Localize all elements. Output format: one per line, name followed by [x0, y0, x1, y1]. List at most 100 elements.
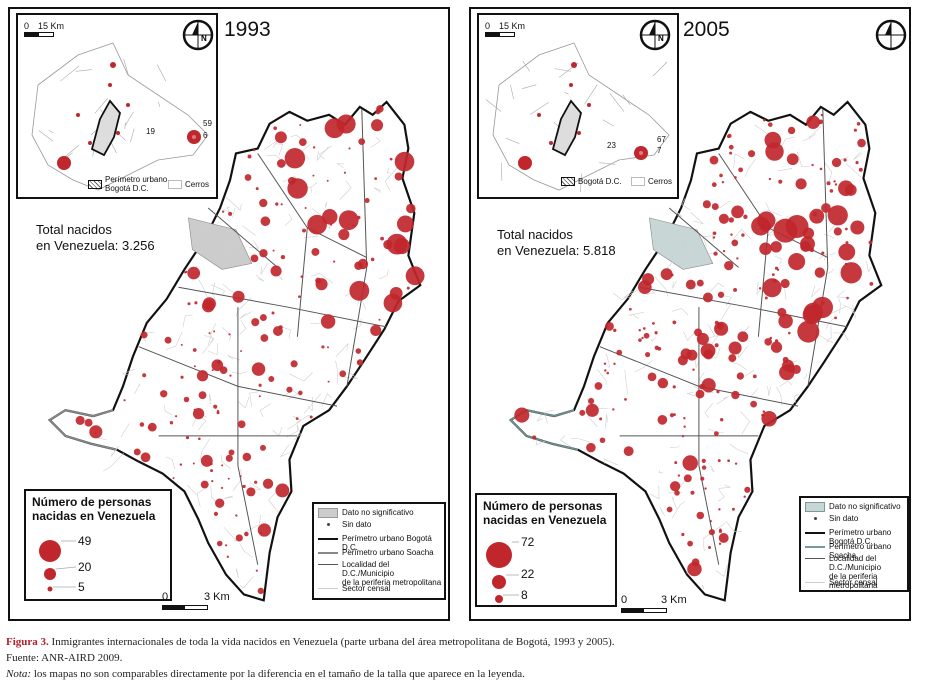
key-soacha-perimeter: Perímetro urbano Soacha	[318, 548, 442, 558]
note-text: los mapas no son comparables directament…	[31, 668, 525, 680]
legend-circle-large	[486, 542, 512, 568]
north-letter: N	[201, 34, 207, 43]
bogota-outline	[47, 100, 422, 602]
size-legend-circles	[486, 541, 519, 603]
legend-value-small: 5	[78, 580, 85, 594]
census-sector-grid	[92, 134, 399, 589]
choropleth-map-2005	[508, 100, 883, 602]
legend-circle-large	[39, 540, 61, 562]
key-locality-label-1: Localidad del D.C./Municipio	[829, 554, 882, 572]
legend-value-medium: 22	[521, 567, 535, 581]
inset-hills-swatch	[168, 180, 182, 189]
bogota-perimeter-line	[805, 528, 825, 538]
figure-number: Figura 3.	[6, 636, 49, 648]
north-arrow-icon-main	[875, 19, 907, 51]
inset-perimeter-swatch	[88, 179, 102, 189]
size-legend-circles	[39, 540, 77, 592]
locality-line	[318, 560, 338, 570]
census-sector-line	[805, 578, 825, 588]
scale-bar: 0 3 Km	[621, 594, 701, 616]
key-not-significant: Dato no significativo	[805, 502, 905, 512]
not-significant-area	[649, 217, 714, 270]
key-no-data: Sin dato	[318, 520, 442, 530]
north-arrow-icon: N	[182, 19, 214, 51]
soacha-perimeter	[48, 409, 118, 451]
legend-value-small: 8	[521, 588, 528, 602]
map-year: 2005	[683, 18, 730, 41]
key-no-data-label: Sin dato	[342, 520, 372, 529]
key-locality-label-2: de la periferia metropolitana	[829, 572, 878, 590]
not-significant-swatch	[805, 502, 825, 512]
inset-value-top: 67	[657, 135, 666, 144]
map-key-legend: Dato no significativo Sin dato Perímetro…	[799, 496, 909, 592]
inset-value-top: 59	[203, 119, 212, 128]
scale-label: 3 Km	[661, 594, 687, 606]
inset-hills-swatch	[631, 177, 645, 186]
inset-legend-hills: Cerros	[168, 180, 209, 189]
legend-circle-small	[47, 586, 53, 592]
inset-perimeter-swatch	[561, 177, 575, 186]
inset-scale-zero: 0	[24, 21, 30, 31]
scale-zero: 0	[621, 594, 628, 606]
legend-value-medium: 20	[78, 560, 92, 574]
not-significant-swatch	[318, 508, 338, 518]
key-soacha-perimeter: Perímetro urbano Soacha	[805, 542, 905, 560]
key-no-data-label: Sin dato	[829, 514, 859, 523]
census-sector-line	[318, 584, 338, 594]
total-value: en Venezuela: 3.256	[36, 238, 155, 253]
proportional-circles	[514, 113, 874, 577]
inset-perimeter-label-1: Perímetro urbano	[105, 175, 168, 184]
key-locality-label-1: Localidad del D.C./Municipio	[342, 560, 395, 578]
inset-hills-label: Cerros	[185, 180, 210, 189]
key-bogota-perimeter: Perímetro urbano Bogotá D.C.	[318, 534, 442, 552]
choropleth-map-1993	[47, 100, 425, 602]
total-born-venezuela: Total nacidos en Venezuela: 3.256	[36, 222, 155, 254]
key-census-sector: Sector censal	[318, 584, 442, 594]
soacha-perimeter-line	[805, 542, 825, 552]
map-key-legend: Dato no significativo Sin dato Perímetro…	[312, 502, 446, 600]
size-legend-title-2: nacidas en Venezuela	[32, 509, 156, 523]
inset-scale-bar	[485, 32, 515, 37]
inset-legend-hills: Cerros	[631, 177, 672, 186]
circle-size-legend: Número de personas nacidas en Venezuela 4…	[24, 489, 172, 601]
key-locality: Localidad del D.C./Municipio de la perife…	[805, 554, 905, 590]
inset-value-bottom: 7	[657, 146, 662, 155]
total-label: Total nacidos	[497, 227, 573, 242]
bogota-perimeter	[47, 100, 422, 602]
north-letter: N	[658, 34, 664, 43]
inset-map-graphic	[485, 42, 670, 193]
key-soacha-perimeter-label: Perímetro urbano Soacha	[342, 548, 434, 557]
inset-scale-label: 15 Km	[499, 21, 526, 31]
scale-zero: 0	[162, 591, 169, 603]
inset-perimeter-label-1: Bogotá D.C.	[578, 177, 622, 186]
legend-circle-medium	[44, 568, 56, 580]
legend-circle-small	[495, 595, 503, 603]
note-label: Nota:	[6, 668, 32, 680]
size-legend-title: Número de personas nacidas en Venezuela	[483, 499, 653, 527]
figure-source: Fuente: ANR-AIRD 2009.	[6, 652, 123, 664]
regional-inset-map: 0 15 Km 19 59 6 Perímetro urbano Bogotá D…	[16, 13, 218, 199]
circle-size-legend: Número de personas nacidas en Venezuela 7…	[475, 493, 617, 607]
key-bogota-perimeter-label: Perímetro urbano Bogotá D.C.	[342, 534, 432, 552]
total-value: en Venezuela: 5.818	[497, 243, 616, 258]
inset-legend-perimeter: Perímetro urbano Bogotá D.C.	[88, 175, 167, 193]
inset-legend-perimeter: Bogotá D.C.	[561, 177, 622, 186]
bogota-perimeter-line	[318, 534, 338, 544]
key-not-significant: Dato no significativo	[318, 508, 442, 518]
legend-circle-medium	[492, 575, 506, 589]
locality-line	[805, 554, 825, 564]
bogota-perimeter	[508, 100, 883, 602]
inset-scale-zero: 0	[485, 21, 491, 31]
key-soacha-perimeter-label: Perímetro urbano Soacha	[829, 542, 892, 560]
map-panel-2005: 0 15 Km 23 67 7 Bogotá D.C. Cerros N 200…	[469, 7, 911, 621]
map-year: 1993	[224, 18, 271, 41]
key-census-sector-label: Sector censal	[342, 584, 391, 593]
key-locality: Localidad del D.C./Municipio de la perife…	[318, 560, 442, 587]
key-not-significant-label: Dato no significativo	[829, 502, 901, 511]
inset-value-left: 23	[607, 141, 616, 150]
bogota-outline	[508, 100, 883, 602]
inset-map-graphic	[31, 42, 209, 191]
key-bogota-perimeter: Perímetro urbano Bogotá D.C.	[805, 528, 905, 546]
no-data-dot	[318, 520, 338, 530]
inset-scale-bar	[24, 32, 54, 37]
